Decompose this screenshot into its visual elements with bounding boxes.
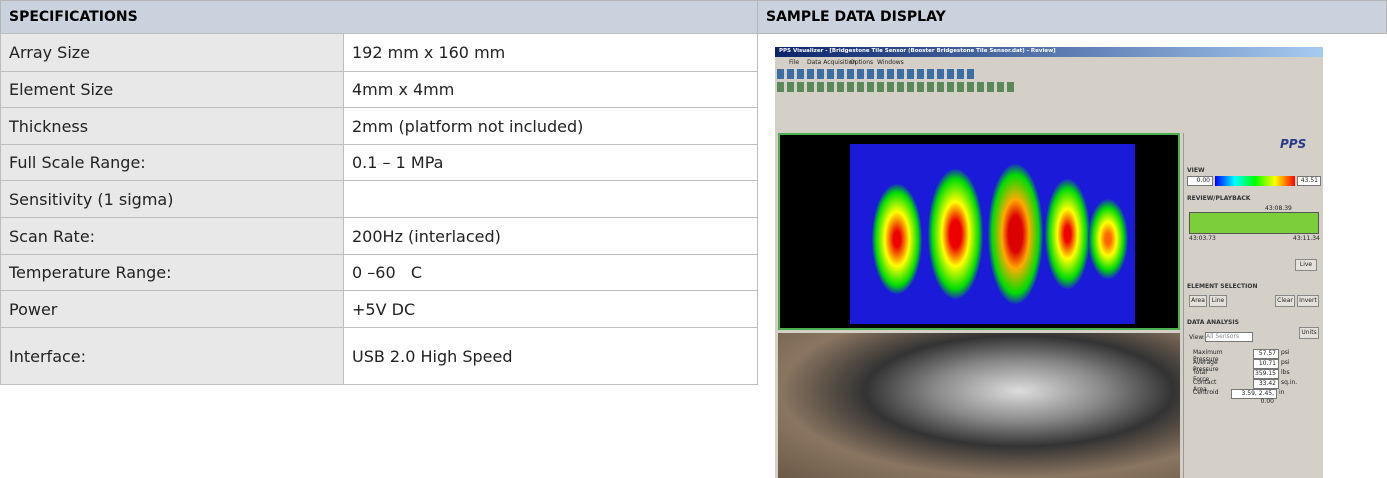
time: 43:11.34: [1293, 235, 1320, 242]
window-title: PPS Visualizer - [Bridgestone Tile Senso…: [779, 48, 1056, 54]
spec-value: 4mm x 4mm: [343, 71, 758, 108]
spec-value: 200Hz (interlaced): [343, 217, 758, 255]
view-label: View:: [1189, 334, 1205, 341]
blob: [872, 184, 922, 294]
button[interactable]: Invert: [1297, 295, 1319, 307]
section-label: REVIEW/PLAYBACK: [1187, 195, 1250, 202]
metric-label: Centroid: [1193, 389, 1219, 396]
button[interactable]: Units: [1299, 327, 1319, 339]
spec-label: Thickness: [0, 107, 344, 145]
screenshot: PPS Visualizer - [Bridgestone Tile Senso…: [775, 47, 1323, 478]
section-label: VIEW: [1187, 167, 1205, 174]
dropdown[interactable]: All Sensors: [1205, 332, 1253, 342]
spec-label: Array Size: [0, 33, 344, 72]
spec-label: Temperature Range:: [0, 254, 344, 291]
blob: [988, 164, 1043, 304]
time: 43:08.39: [1265, 205, 1292, 212]
menu-item: Data Acquisition: [807, 59, 856, 66]
tire-photo: [778, 333, 1180, 478]
spec-label: Interface:: [0, 327, 344, 385]
button[interactable]: Clear: [1275, 295, 1295, 307]
sample-header: SAMPLE DATA DISPLAY: [757, 0, 1387, 34]
blob: [928, 169, 983, 299]
button[interactable]: Line: [1209, 295, 1227, 307]
menu-item: Options: [850, 59, 873, 66]
metric-value: 33.42: [1253, 379, 1279, 389]
logo: PPS: [1280, 137, 1306, 151]
spec-value: +5V DC: [343, 290, 758, 328]
spec-value: 192 mm x 160 mm: [343, 33, 758, 72]
color-scale: [1215, 176, 1295, 186]
spec-label: Sensitivity (1 sigma): [0, 180, 344, 218]
timeline: [1189, 212, 1319, 234]
metric-value: 10.71: [1253, 359, 1279, 369]
blob: [1045, 179, 1090, 289]
field: 43.51: [1297, 176, 1321, 186]
menu-item: Windows: [877, 59, 904, 66]
time: 43:03.73: [1189, 235, 1216, 242]
metric-unit: lbs: [1281, 369, 1290, 376]
spec-value: USB 2.0 High Speed: [343, 327, 758, 385]
spec-header: SPECIFICATIONS: [0, 0, 758, 34]
metric-unit: sq.in.: [1281, 379, 1297, 386]
section-label: ELEMENT SELECTION: [1187, 283, 1258, 290]
spec-label: Full Scale Range:: [0, 144, 344, 181]
toolbar: [777, 69, 977, 79]
spec-value: 2mm (platform not included): [343, 107, 758, 145]
field: 0.00: [1187, 176, 1213, 186]
heatmap: [850, 144, 1135, 324]
spec-value: [343, 180, 758, 218]
button[interactable]: Area: [1189, 295, 1207, 307]
metric-unit: in: [1279, 389, 1284, 396]
metric-value: 57.57: [1253, 349, 1279, 359]
spec-value: 0 –60 C: [343, 254, 758, 291]
spec-label: Scan Rate:: [0, 217, 344, 255]
section-label: DATA ANALYSIS: [1187, 319, 1239, 326]
toolbar: [777, 82, 1017, 92]
button[interactable]: Live: [1295, 259, 1317, 271]
metric-unit: psi: [1281, 349, 1290, 356]
metric-unit: psi: [1281, 359, 1290, 366]
metric-value: 359.15: [1253, 369, 1279, 379]
spec-label: Power: [0, 290, 344, 328]
page: SPECIFICATIONS Array Size192 mm x 160 mm…: [0, 0, 1387, 478]
menu-item: File: [789, 59, 799, 66]
spec-value: 0.1 – 1 MPa: [343, 144, 758, 181]
spec-label: Element Size: [0, 71, 344, 108]
blob: [1088, 199, 1128, 279]
metric-value: 3.59, 2.45, 0.00: [1231, 389, 1277, 399]
